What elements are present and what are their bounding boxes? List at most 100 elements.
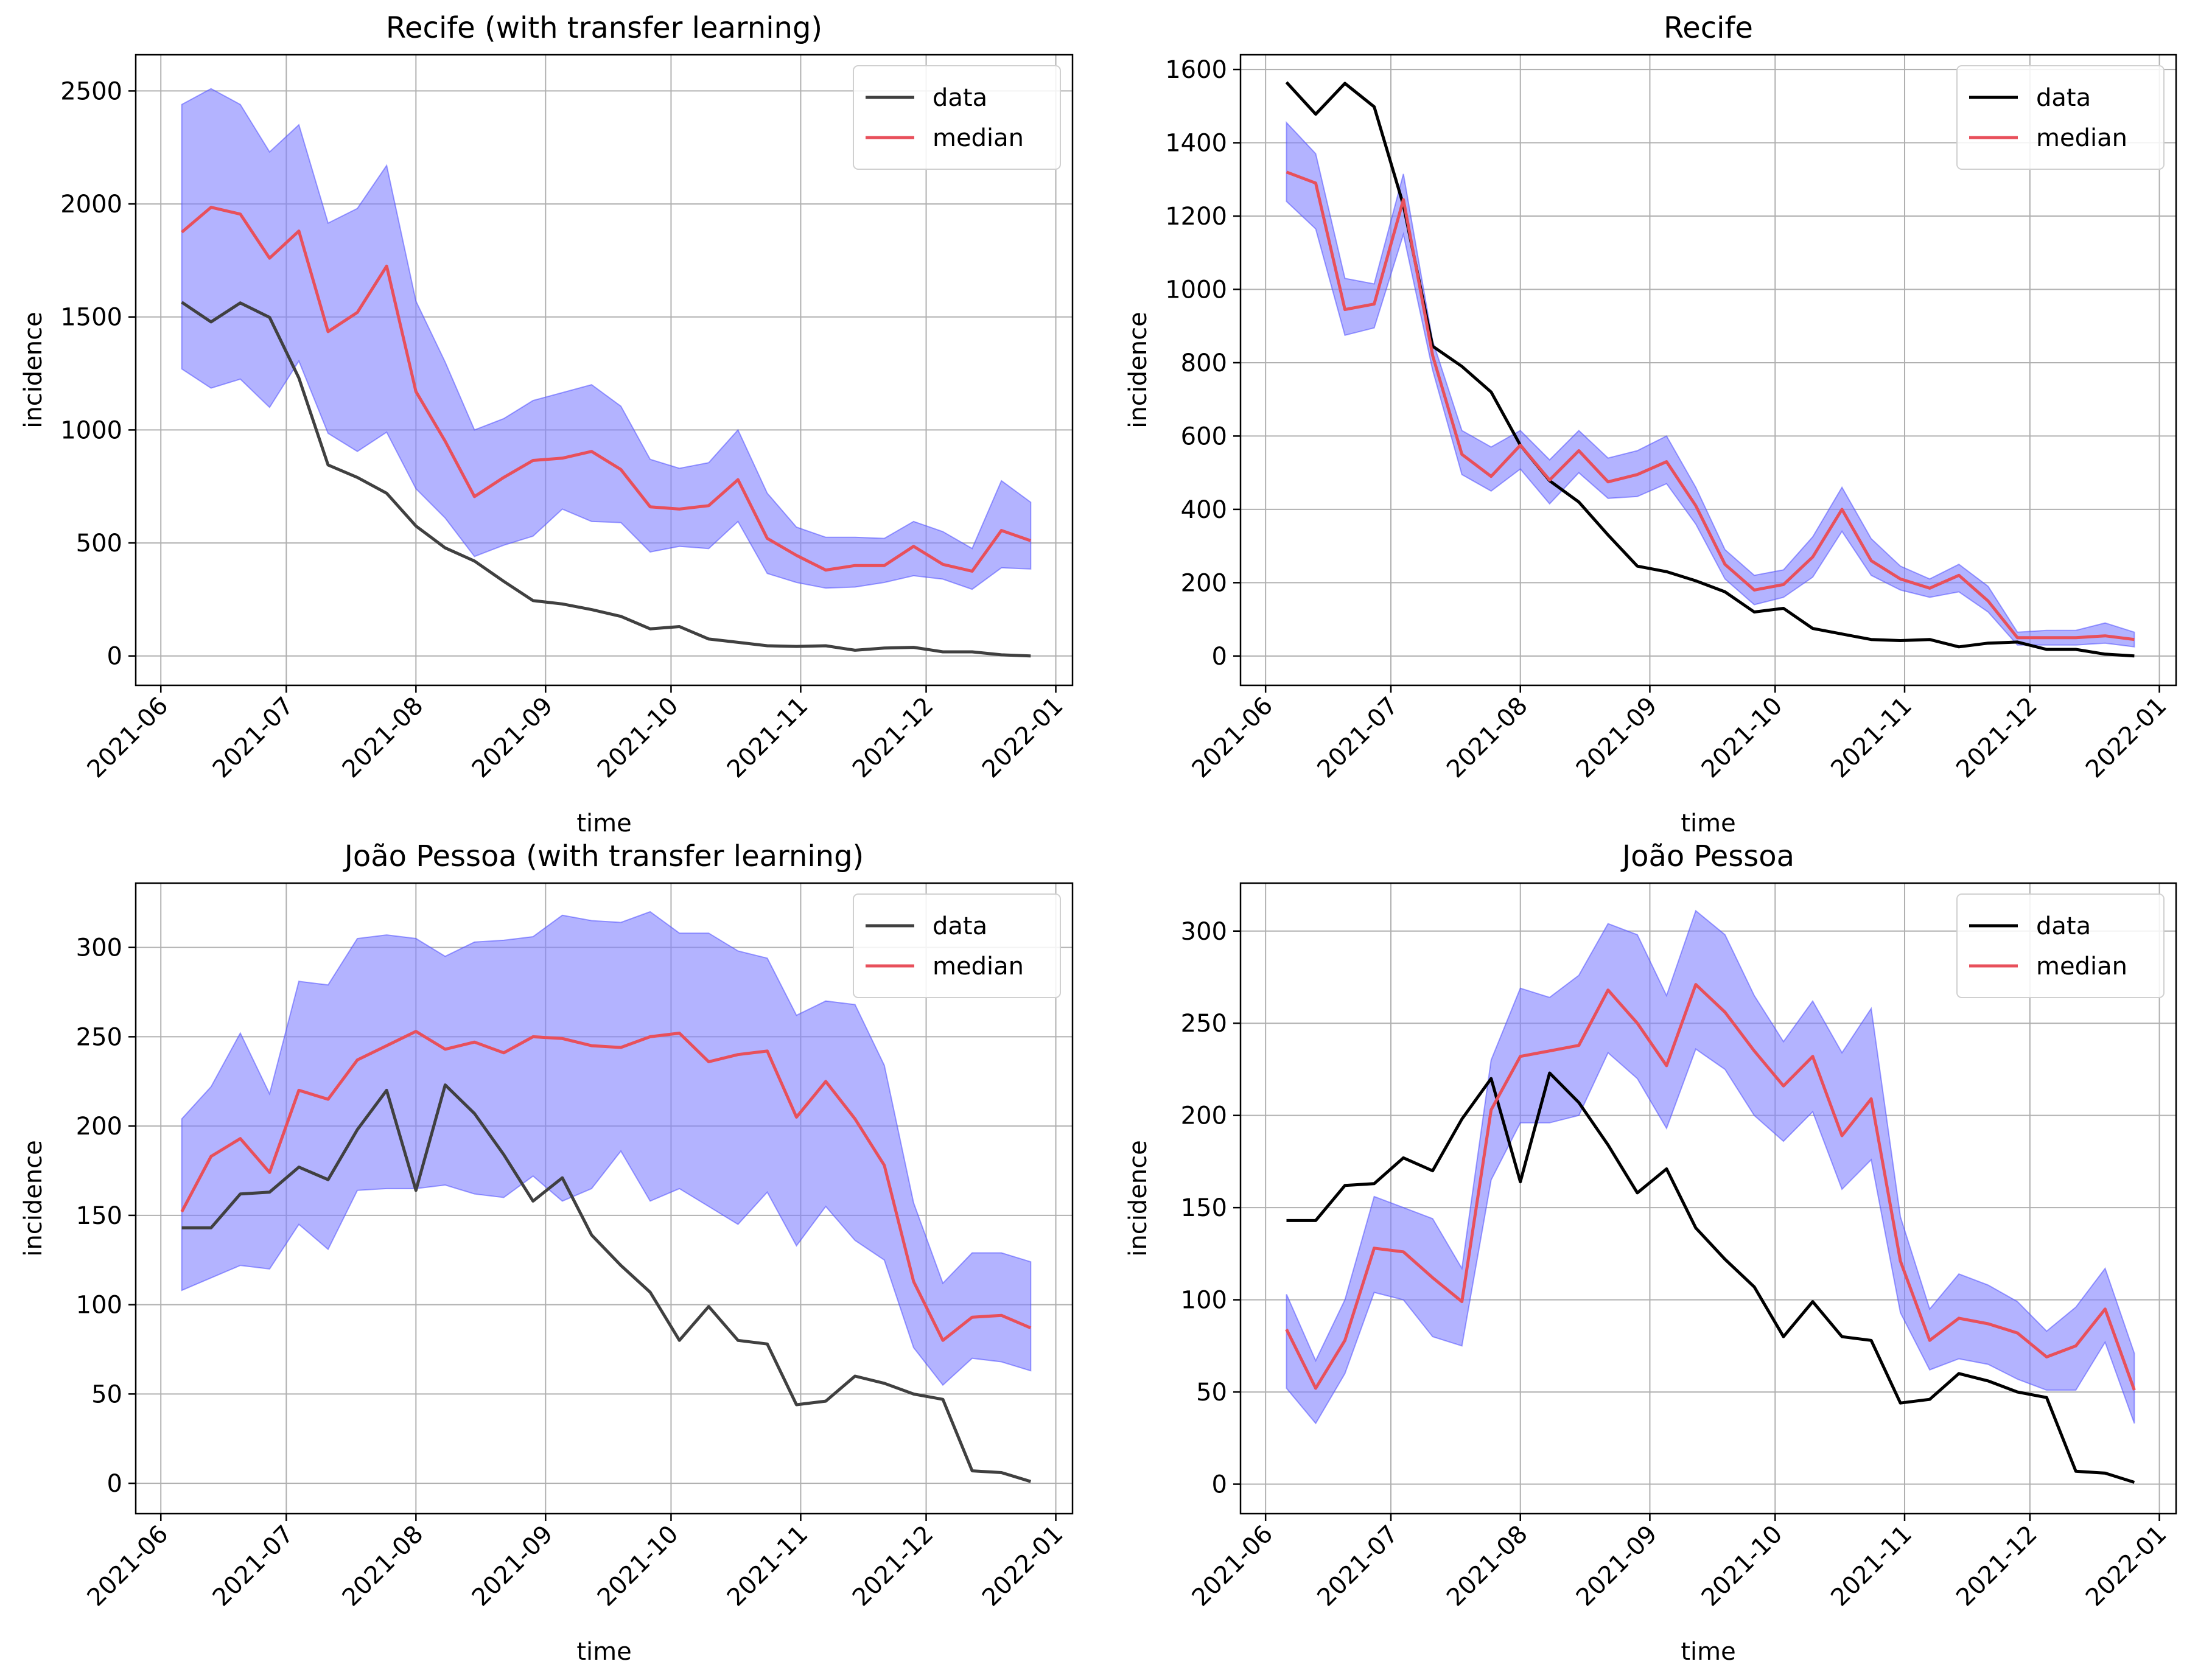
legend-label-median: median [933, 124, 1024, 152]
x-tick-label: 2022-01 [977, 1520, 1069, 1612]
legend-box [1956, 65, 2165, 170]
y-tick-label: 800 [1181, 349, 1227, 377]
uncertainty-band [1286, 121, 2135, 648]
x-tick-label: 2021-12 [847, 692, 939, 784]
y-tick-label: 0 [107, 1470, 122, 1498]
x-tick-label: 2021-12 [1951, 1520, 2043, 1612]
x-tick-label: 2021-11 [722, 1520, 814, 1612]
x-tick-label: 2021-11 [1825, 1520, 1917, 1612]
x-tick-label: 2021-12 [1951, 692, 2043, 784]
y-tick-label: 1400 [1165, 130, 1227, 158]
y-tick-label: 200 [1181, 1102, 1227, 1130]
legend: data median [1956, 65, 2165, 170]
y-tick-label: 200 [1181, 569, 1227, 597]
y-tick-label: 600 [1181, 422, 1227, 450]
data-line [1286, 1071, 2135, 1484]
x-tick-label: 2021-07 [208, 692, 299, 784]
chart-title: João Pessoa (with transfer learning) [343, 839, 864, 873]
y-axis-label: incidence [19, 312, 47, 428]
y-tick-label: 1500 [60, 304, 122, 332]
uncertainty-band [181, 88, 1032, 590]
y-tick-label: 250 [1181, 1010, 1227, 1038]
y-tick-label: 2000 [60, 191, 122, 218]
x-tick-label: 2022-01 [2081, 692, 2172, 784]
legend: data median [853, 65, 1061, 170]
chart-panel-4: 0 50 100 150 200 250 300 2021-06 2021-07 2021-08 2… [1124, 839, 2177, 1664]
x-axis-label: time [576, 809, 631, 837]
x-tick-label: 2021-08 [1441, 692, 1533, 784]
y-tick-label: 200 [76, 1113, 122, 1141]
legend: data median [1956, 893, 2165, 998]
y-tick-label: 1200 [1165, 203, 1227, 231]
y-tick-label: 1600 [1165, 56, 1227, 84]
x-tick-label: 2021-06 [82, 692, 174, 784]
median-line [180, 206, 1032, 573]
x-tick-label: 2021-06 [1187, 692, 1279, 784]
legend-label-data: data [933, 84, 987, 112]
x-tick-label: 2021-09 [467, 692, 559, 784]
x-axis-label: time [1681, 1638, 1735, 1664]
x-axis-label: time [1681, 809, 1735, 837]
x-tick-label: 2021-11 [722, 692, 814, 784]
x-tick-label: 2021-10 [1696, 692, 1788, 784]
uncertainty-band [181, 911, 1032, 1386]
y-tick-label: 100 [76, 1292, 122, 1320]
axes-frame [135, 882, 1074, 1515]
x-tick-label: 2022-01 [2081, 1520, 2172, 1612]
x-tick-label: 2021-08 [337, 692, 429, 784]
uncertainty-band [1286, 909, 2135, 1425]
y-tick-label: 2500 [60, 77, 122, 105]
legend-label-median: median [2036, 953, 2127, 981]
y-tick-label: 1000 [1165, 276, 1227, 304]
x-tick-label: 2021-06 [1187, 1520, 1279, 1612]
y-tick-label: 150 [76, 1202, 122, 1230]
x-tick-label: 2021-09 [1571, 1520, 1663, 1612]
axes-frame [1239, 54, 2177, 687]
x-axis-label: time [576, 1638, 631, 1664]
median-line [1285, 983, 2136, 1391]
axes-frame [135, 54, 1074, 687]
x-tick-label: 2021-08 [337, 1520, 429, 1612]
y-tick-label: 100 [1181, 1287, 1227, 1315]
legend-label-median: median [2036, 124, 2127, 152]
chart-panel-3: 0 50 100 150 200 250 300 2021-06 2021-07 2021-08 2… [19, 839, 1074, 1664]
y-tick-label: 0 [1212, 643, 1227, 671]
legend-label-data: data [2036, 84, 2091, 112]
y-axis-label: incidence [19, 1140, 47, 1257]
y-tick-label: 300 [76, 934, 122, 962]
x-tick-label: 2021-07 [1312, 692, 1404, 784]
axes-frame [1239, 882, 2177, 1515]
x-tick-label: 2021-09 [467, 1520, 559, 1612]
y-tick-label: 0 [107, 643, 122, 671]
chart-title: Recife [1664, 11, 1753, 45]
x-tick-label: 2021-11 [1825, 692, 1917, 784]
y-tick-label: 50 [1196, 1379, 1227, 1407]
y-axis-label: incidence [1124, 312, 1152, 428]
data-line [181, 1083, 1032, 1483]
legend-box [1956, 893, 2165, 998]
legend-box [853, 65, 1061, 170]
legend: data median [853, 893, 1061, 998]
y-tick-label: 150 [1181, 1194, 1227, 1222]
legend-label-data: data [2036, 912, 2091, 940]
chart-panel-1: 0 500 1000 1500 2000 2500 2021-06 2021-07 2021-0… [19, 11, 1074, 837]
y-tick-label: 500 [76, 530, 122, 558]
legend-label-median: median [933, 953, 1024, 981]
x-tick-label: 2021-08 [1441, 1520, 1533, 1612]
median-line [180, 1030, 1032, 1342]
median-line [1286, 170, 2135, 641]
x-tick-label: 2021-06 [82, 1520, 174, 1612]
chart-title: João Pessoa [1620, 839, 1794, 873]
y-tick-label: 400 [1181, 496, 1227, 524]
x-tick-label: 2021-12 [847, 1520, 939, 1612]
x-tick-label: 2021-10 [1696, 1520, 1788, 1612]
x-tick-label: 2022-01 [977, 692, 1069, 784]
x-tick-label: 2021-07 [208, 1520, 299, 1612]
x-tick-label: 2021-09 [1571, 692, 1663, 784]
y-tick-label: 300 [1181, 918, 1227, 946]
data-line [181, 301, 1031, 658]
legend-box [853, 893, 1061, 998]
x-tick-label: 2021-07 [1312, 1520, 1404, 1612]
x-tick-label: 2021-10 [592, 1520, 684, 1612]
